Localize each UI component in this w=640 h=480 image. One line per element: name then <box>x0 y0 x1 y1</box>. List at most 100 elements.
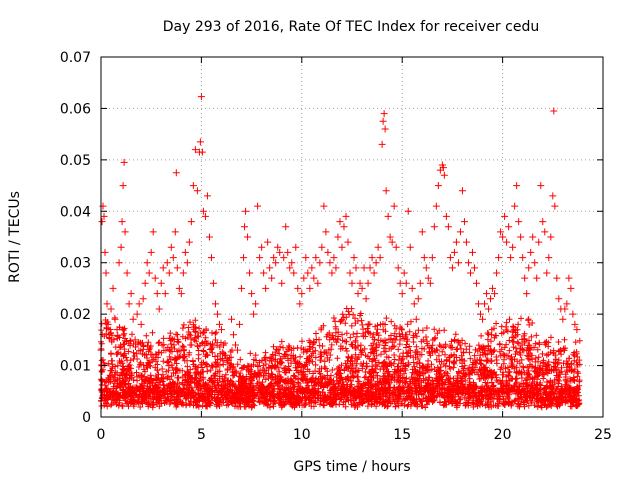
data-point <box>456 228 464 236</box>
data-point <box>213 310 221 318</box>
x-tick-label: 10 <box>293 427 311 443</box>
y-tick-label: 0.04 <box>60 204 91 220</box>
data-point <box>527 248 535 256</box>
data-point <box>525 264 533 272</box>
y-tick-label: 0.06 <box>60 101 91 117</box>
data-point <box>424 274 432 282</box>
data-point <box>169 254 177 262</box>
data-point <box>404 207 412 215</box>
data-point <box>141 279 149 287</box>
data-point <box>179 269 187 277</box>
data-point <box>334 233 342 241</box>
data-point <box>256 254 264 262</box>
data-point <box>159 264 167 272</box>
data-point <box>537 182 545 190</box>
data-point <box>286 264 294 272</box>
data-point <box>236 320 244 328</box>
data-point <box>109 284 117 292</box>
data-point <box>181 248 189 256</box>
data-point <box>468 248 476 256</box>
data-point <box>487 295 495 303</box>
data-point <box>378 140 386 148</box>
data-point <box>418 228 426 236</box>
data-point <box>264 238 272 246</box>
data-point <box>354 290 362 298</box>
data-point <box>288 259 296 267</box>
data-point <box>529 233 537 241</box>
data-point <box>408 284 416 292</box>
data-point <box>205 233 213 241</box>
data-point <box>240 254 248 262</box>
data-point <box>304 269 312 277</box>
data-point <box>198 148 206 156</box>
x-axis-label: GPS time / hours <box>293 459 410 475</box>
data-point <box>384 212 392 220</box>
data-point <box>368 254 376 262</box>
x-tick-label: 20 <box>494 427 512 443</box>
data-point <box>270 254 278 262</box>
data-point <box>201 212 209 220</box>
data-point <box>129 315 137 323</box>
data-point <box>102 269 110 277</box>
data-point <box>547 233 555 241</box>
data-point <box>248 290 256 298</box>
data-point <box>342 212 350 220</box>
data-point <box>356 279 364 287</box>
data-point <box>515 218 523 226</box>
data-point <box>117 243 125 251</box>
data-point <box>381 125 389 133</box>
data-point <box>274 243 282 251</box>
data-point <box>191 146 199 154</box>
data-markers <box>97 93 581 364</box>
data-point <box>262 284 270 292</box>
data-point <box>479 315 487 323</box>
data-point <box>135 300 143 308</box>
data-point <box>193 187 201 195</box>
data-point <box>250 310 258 318</box>
data-point <box>258 243 266 251</box>
data-point <box>450 248 458 256</box>
data-point <box>230 331 238 339</box>
data-point <box>348 279 356 287</box>
data-point <box>454 259 462 267</box>
data-point <box>396 279 404 287</box>
data-point <box>416 279 424 287</box>
data-point <box>338 243 346 251</box>
data-point <box>175 284 183 292</box>
data-point <box>458 187 466 195</box>
data-point <box>278 279 286 287</box>
data-point <box>376 254 384 262</box>
data-point <box>462 238 470 246</box>
data-point <box>545 254 553 262</box>
data-point <box>485 305 493 313</box>
data-point <box>561 305 569 313</box>
data-point <box>509 243 517 251</box>
data-point <box>519 254 527 262</box>
data-point <box>559 315 567 323</box>
data-point <box>426 279 434 287</box>
data-point <box>460 218 468 226</box>
data-point <box>489 284 497 292</box>
data-point <box>177 290 185 298</box>
data-point <box>366 264 374 272</box>
y-tick-label: 0.01 <box>60 359 91 375</box>
data-point <box>531 259 539 267</box>
data-point <box>432 202 440 210</box>
data-point <box>300 274 308 282</box>
y-tick-label: 0.07 <box>60 50 91 66</box>
data-point <box>466 269 474 277</box>
data-point <box>161 290 169 298</box>
data-point <box>533 274 541 282</box>
x-tick-label: 5 <box>197 427 206 443</box>
data-point <box>165 269 173 277</box>
data-point <box>382 187 390 195</box>
data-point <box>123 269 131 277</box>
data-point <box>151 274 159 282</box>
data-point <box>344 238 352 246</box>
data-point <box>320 202 328 210</box>
data-point <box>513 182 521 190</box>
data-point <box>402 279 410 287</box>
data-point <box>137 320 145 328</box>
data-point <box>392 243 400 251</box>
data-point <box>302 254 310 262</box>
